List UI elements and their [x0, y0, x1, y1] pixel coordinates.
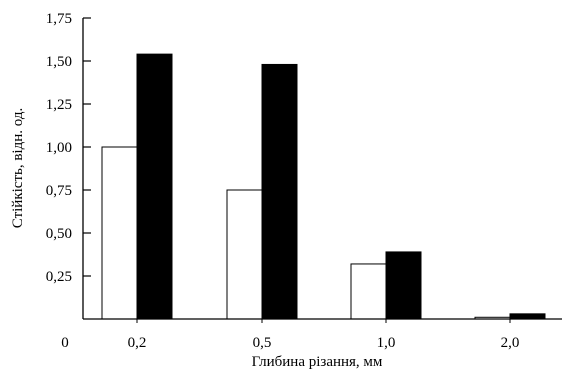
origin-label: 0 [61, 335, 69, 351]
bars-group [101, 53, 546, 320]
y-tick-label-4: 1,00 [46, 140, 72, 156]
x-tick-label-4: 2,0 [501, 335, 520, 351]
y-tick-label-3: 0,75 [46, 183, 72, 199]
y-tick-label-2: 0,50 [46, 226, 72, 242]
bar-white-2 [226, 189, 263, 320]
bar-white-1 [101, 146, 138, 320]
y-tick-label-7: 1,75 [46, 11, 72, 27]
bar-black-1 [136, 53, 173, 320]
bar-white-3 [350, 263, 387, 320]
x-tick-label-2: 0,5 [253, 335, 272, 351]
bar-black-3 [385, 251, 422, 320]
x-tick-label-1: 0,2 [128, 335, 147, 351]
bar-black-2 [261, 63, 298, 320]
axes-group [82, 17, 562, 323]
y-tick-label-5: 1,25 [46, 97, 72, 113]
x-tick-label-3: 1,0 [377, 335, 396, 351]
x-axis-title: Глибина різання, мм [252, 354, 383, 370]
y-tick-label-6: 1,50 [46, 54, 72, 70]
y-tick-label-1: 0,25 [46, 269, 72, 285]
labels-group: 0 Глибина різання, мм Стійкість, відн. о… [10, 11, 519, 370]
bar-black-4 [509, 313, 546, 320]
y-axis-title: Стійкість, відн. од. [10, 108, 26, 228]
